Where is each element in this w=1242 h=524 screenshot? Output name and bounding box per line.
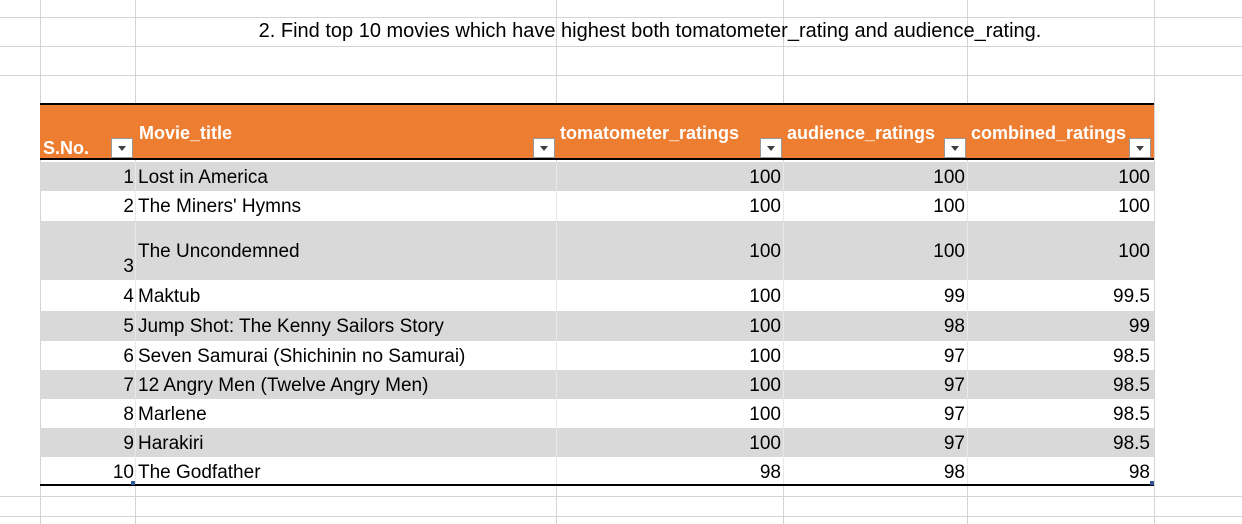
header-tomatometer[interactable]: tomatometer_ratings — [560, 123, 740, 143]
filter-tomatometer-button[interactable] — [760, 138, 782, 158]
row-combined[interactable]: 98.5 — [1113, 346, 1150, 367]
table-row: 10 The Godfather 98 98 98 — [40, 457, 1154, 484]
table-row: 2 The Miners' Hymns 100 100 100 — [40, 191, 1154, 221]
grid-row-line — [0, 516, 1242, 517]
row-audience[interactable]: 97 — [943, 375, 965, 396]
row-combined[interactable]: 98.5 — [1113, 404, 1150, 425]
table-row: 7 12 Angry Men (Twelve Angry Men) 100 97… — [40, 370, 1154, 399]
filter-title-button[interactable] — [533, 138, 555, 158]
row-title[interactable]: Lost in America — [138, 167, 268, 188]
row-sno[interactable]: 1 — [123, 167, 134, 188]
row-combined[interactable]: 99 — [1128, 316, 1150, 337]
table-row: 9 Harakiri 100 97 98.5 — [40, 428, 1154, 457]
row-audience[interactable]: 100 — [933, 196, 965, 217]
grid-row-line — [0, 17, 1242, 18]
table-resize-handle[interactable] — [131, 481, 135, 485]
row-tomatometer[interactable]: 100 — [749, 167, 781, 188]
row-title[interactable]: 12 Angry Men (Twelve Angry Men) — [138, 375, 429, 396]
row-title[interactable]: The Miners' Hymns — [138, 196, 302, 217]
row-tomatometer[interactable]: 100 — [749, 375, 781, 396]
row-tomatometer[interactable]: 100 — [749, 346, 781, 367]
filter-combined-button[interactable] — [1129, 138, 1151, 158]
row-sno[interactable]: 2 — [123, 196, 134, 217]
sheet-heading[interactable]: 2. Find top 10 movies which have highest… — [258, 20, 1042, 42]
row-audience[interactable]: 98 — [943, 462, 965, 483]
row-sno[interactable]: 8 — [123, 404, 134, 425]
row-audience[interactable]: 97 — [943, 346, 965, 367]
table-bottom-border — [40, 484, 1154, 486]
table-row: 4 Maktub 100 99 99.5 — [40, 280, 1154, 311]
row-title[interactable]: Marlene — [138, 404, 207, 425]
row-combined[interactable]: 98.5 — [1113, 433, 1150, 454]
grid-row-line — [0, 46, 1242, 47]
row-sno[interactable]: 9 — [123, 433, 134, 454]
row-tomatometer[interactable]: 100 — [749, 286, 781, 307]
row-title[interactable]: The Uncondemned — [138, 241, 300, 262]
row-tomatometer[interactable]: 98 — [759, 462, 781, 483]
row-combined[interactable]: 100 — [1118, 241, 1150, 262]
row-title[interactable]: The Godfather — [138, 462, 261, 483]
header-movie-title[interactable]: Movie_title — [139, 123, 233, 143]
filter-audience-button[interactable] — [944, 138, 966, 158]
row-combined[interactable]: 99.5 — [1113, 286, 1150, 307]
row-combined[interactable]: 98 — [1128, 462, 1150, 483]
table-row: 3 The Uncondemned 100 100 100 — [40, 221, 1154, 280]
grid-col-line — [1154, 0, 1155, 524]
row-audience[interactable]: 99 — [943, 286, 965, 307]
header-combined[interactable]: combined_ratings — [971, 123, 1127, 143]
row-sno[interactable]: 6 — [123, 346, 134, 367]
row-audience[interactable]: 97 — [943, 404, 965, 425]
row-title[interactable]: Harakiri — [138, 433, 204, 454]
row-audience[interactable]: 98 — [943, 316, 965, 337]
header-sno[interactable]: S.No. — [43, 138, 90, 158]
row-sno[interactable]: 4 — [123, 286, 134, 307]
row-combined[interactable]: 100 — [1118, 196, 1150, 217]
row-tomatometer[interactable]: 100 — [749, 316, 781, 337]
row-audience[interactable]: 100 — [933, 241, 965, 262]
header-audience[interactable]: audience_ratings — [787, 123, 936, 143]
table-row: 1 Lost in America 100 100 100 — [40, 162, 1154, 191]
table-row: 6 Seven Samurai (Shichinin no Samurai) 1… — [40, 341, 1154, 370]
row-tomatometer[interactable]: 100 — [749, 433, 781, 454]
filter-sno-button[interactable] — [111, 138, 133, 158]
table-row: 5 Jump Shot: The Kenny Sailors Story 100… — [40, 311, 1154, 341]
table-header-row: S.No. Movie_title tomatometer_ratings au… — [40, 103, 1154, 160]
grid-row-line — [0, 75, 1242, 76]
grid-row-line — [0, 496, 1242, 497]
table-resize-handle[interactable] — [1150, 481, 1154, 485]
table-row: 8 Marlene 100 97 98.5 — [40, 399, 1154, 428]
row-sno[interactable]: 5 — [123, 316, 134, 337]
row-title[interactable]: Jump Shot: The Kenny Sailors Story — [138, 316, 444, 337]
row-audience[interactable]: 100 — [933, 167, 965, 188]
row-combined[interactable]: 100 — [1118, 167, 1150, 188]
row-tomatometer[interactable]: 100 — [749, 241, 781, 262]
row-title[interactable]: Maktub — [138, 286, 201, 307]
row-tomatometer[interactable]: 100 — [749, 196, 781, 217]
row-combined[interactable]: 98.5 — [1113, 375, 1150, 396]
row-sno[interactable]: 10 — [112, 462, 134, 483]
row-audience[interactable]: 97 — [943, 433, 965, 454]
row-title[interactable]: Seven Samurai (Shichinin no Samurai) — [138, 346, 466, 367]
row-sno[interactable]: 7 — [123, 375, 134, 396]
row-sno[interactable]: 3 — [123, 256, 134, 277]
row-tomatometer[interactable]: 100 — [749, 404, 781, 425]
